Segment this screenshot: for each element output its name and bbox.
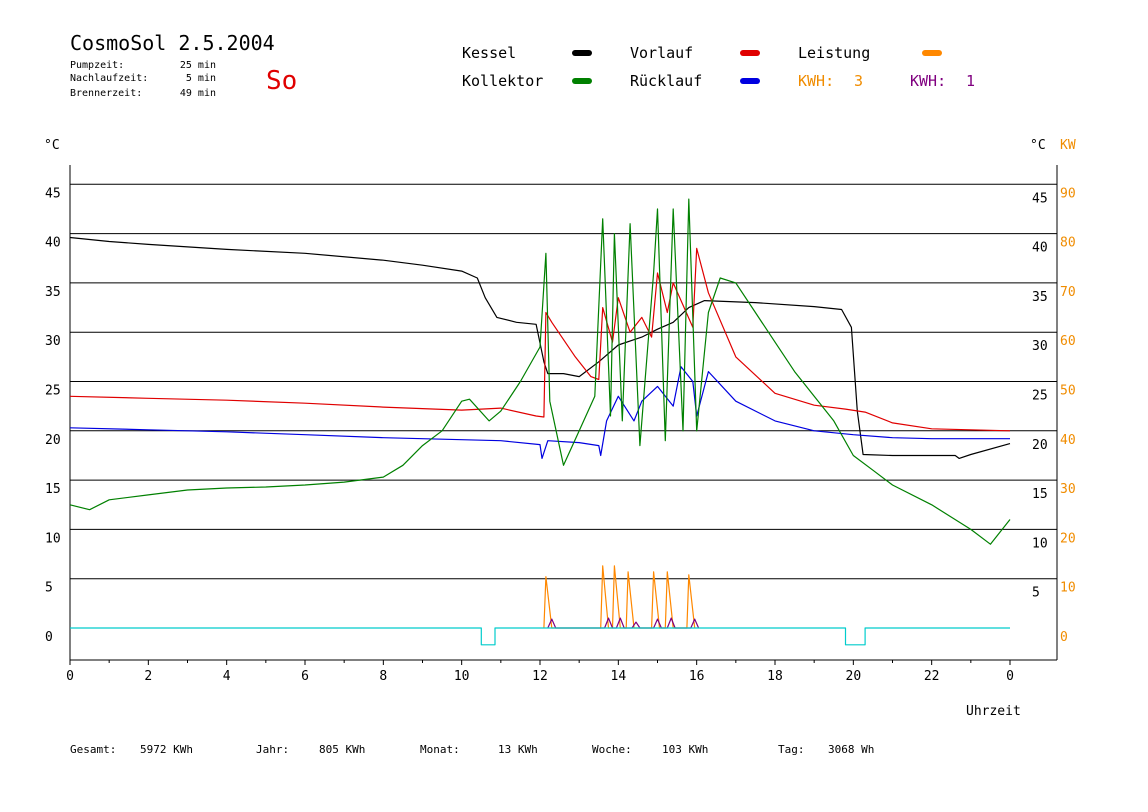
y-right-kw-tick-label: 0 bbox=[1060, 630, 1068, 645]
y-left-tick-label: 10 bbox=[45, 531, 61, 546]
y-left-tick-label: 5 bbox=[45, 581, 53, 596]
info-label-2: Nachlaufzeit: bbox=[70, 73, 148, 84]
legend-ruecklauf-swatch bbox=[740, 78, 760, 84]
y-left-tick-label: 0 bbox=[45, 630, 53, 645]
legend-kollektor-swatch bbox=[572, 78, 592, 84]
x-tick-label: 8 bbox=[379, 669, 387, 684]
footer-woche-label: Woche: bbox=[592, 743, 632, 756]
right-unit-kw: KW bbox=[1060, 138, 1076, 153]
info-value-1: 25 min bbox=[180, 60, 216, 71]
y-right-tick-label: 35 bbox=[1032, 290, 1048, 305]
y-right-kw-tick-label: 90 bbox=[1060, 186, 1076, 201]
series-kwh-2 bbox=[547, 617, 700, 629]
series-vorlauf bbox=[69, 247, 1011, 432]
tick-labels: 0 2 4 6 8 10 12 14 16 18 20 22 0 0 5 10 15 20 25 30 35 40 45 5 1… bbox=[45, 186, 1076, 684]
series-kollektor bbox=[69, 198, 1011, 545]
y-left-tick-label: 30 bbox=[45, 334, 61, 349]
y-left-tick-label: 20 bbox=[45, 433, 61, 448]
footer-woche-value: 103 KWh bbox=[662, 743, 708, 756]
y-right-kw-tick-label: 50 bbox=[1060, 384, 1076, 399]
y-right-tick-label: 15 bbox=[1032, 487, 1048, 502]
y-right-kw-tick-label: 40 bbox=[1060, 433, 1076, 448]
chart-title: CosmoSol 2.5.2004 bbox=[70, 31, 275, 55]
footer-monat-label: Monat: bbox=[420, 743, 460, 756]
footer-tag-label: Tag: bbox=[778, 743, 805, 756]
grid-lines bbox=[70, 183, 1057, 580]
legend-ruecklauf-label: Rücklauf bbox=[630, 72, 702, 90]
x-tick-label: 22 bbox=[924, 669, 940, 684]
x-tick-label: 20 bbox=[846, 669, 862, 684]
info-label-1: Pumpzeit: bbox=[70, 60, 124, 71]
y-right-tick-label: 25 bbox=[1032, 389, 1048, 404]
info-value-2: 5 min bbox=[186, 73, 216, 84]
legend-kessel-swatch bbox=[572, 50, 592, 56]
footer-monat-value: 13 KWh bbox=[498, 743, 538, 756]
right-unit: °C bbox=[1030, 138, 1046, 153]
x-tick-label: 2 bbox=[144, 669, 152, 684]
info-label-3: Brennerzeit: bbox=[70, 88, 142, 99]
footer-gesamt-value: 5972 KWh bbox=[140, 743, 193, 756]
series-kessel bbox=[69, 236, 1011, 459]
x-tick-label: 4 bbox=[223, 669, 231, 684]
legend-kwh1-label: KWH: bbox=[798, 72, 834, 90]
x-tick-label: 14 bbox=[611, 669, 627, 684]
y-right-kw-tick-label: 80 bbox=[1060, 236, 1076, 251]
y-right-kw-tick-label: 70 bbox=[1060, 285, 1076, 300]
y-left-tick-label: 40 bbox=[45, 236, 61, 251]
left-unit: °C bbox=[44, 138, 60, 153]
footer-tag-value: 3068 Wh bbox=[828, 743, 874, 756]
y-right-tick-label: 20 bbox=[1032, 438, 1048, 453]
series-r-cklauf bbox=[69, 366, 1010, 459]
legend-kwh1-value: 3 bbox=[854, 72, 863, 90]
footer-gesamt-label: Gesamt: bbox=[70, 743, 116, 756]
x-tick-label: 0 bbox=[66, 669, 74, 684]
y-right-tick-label: 5 bbox=[1032, 586, 1040, 601]
y-right-kw-tick-label: 10 bbox=[1060, 581, 1076, 596]
x-axis-label: Uhrzeit bbox=[966, 704, 1021, 719]
y-right-tick-label: 30 bbox=[1032, 339, 1048, 354]
x-tick-label: 16 bbox=[689, 669, 705, 684]
x-tick-label: 0 bbox=[1006, 669, 1014, 684]
footer-jahr-label: Jahr: bbox=[256, 743, 289, 756]
y-right-tick-label: 45 bbox=[1032, 191, 1048, 206]
legend-kwh2-label: KWH: bbox=[910, 72, 946, 90]
day-label: So bbox=[266, 66, 297, 96]
y-right-kw-tick-label: 60 bbox=[1060, 334, 1076, 349]
legend-vorlauf-swatch bbox=[740, 50, 760, 56]
x-tick-label: 12 bbox=[532, 669, 548, 684]
y-right-kw-tick-label: 20 bbox=[1060, 531, 1076, 546]
y-left-tick-label: 15 bbox=[45, 482, 61, 497]
y-left-tick-label: 25 bbox=[45, 384, 61, 399]
legend-kollektor-label: Kollektor bbox=[462, 72, 543, 90]
legend-kwh2-value: 1 bbox=[966, 72, 975, 90]
legend-leistung-swatch bbox=[922, 50, 942, 56]
series-zero bbox=[70, 627, 1010, 646]
x-tick-label: 18 bbox=[767, 669, 783, 684]
series-leistung bbox=[543, 565, 696, 629]
x-tick-label: 10 bbox=[454, 669, 470, 684]
y-left-tick-label: 35 bbox=[45, 285, 61, 300]
series-layer bbox=[69, 198, 1011, 646]
legend-kessel-label: Kessel bbox=[462, 44, 516, 62]
legend-leistung-label: Leistung bbox=[798, 44, 870, 62]
y-right-kw-tick-label: 30 bbox=[1060, 482, 1076, 497]
footer-jahr-value: 805 KWh bbox=[319, 743, 365, 756]
legend-vorlauf-label: Vorlauf bbox=[630, 44, 693, 62]
x-tick-label: 6 bbox=[301, 669, 309, 684]
info-value-3: 49 min bbox=[180, 88, 216, 99]
y-left-tick-label: 45 bbox=[45, 186, 61, 201]
y-right-tick-label: 10 bbox=[1032, 536, 1048, 551]
axes bbox=[69, 165, 1058, 665]
y-right-tick-label: 40 bbox=[1032, 241, 1048, 256]
